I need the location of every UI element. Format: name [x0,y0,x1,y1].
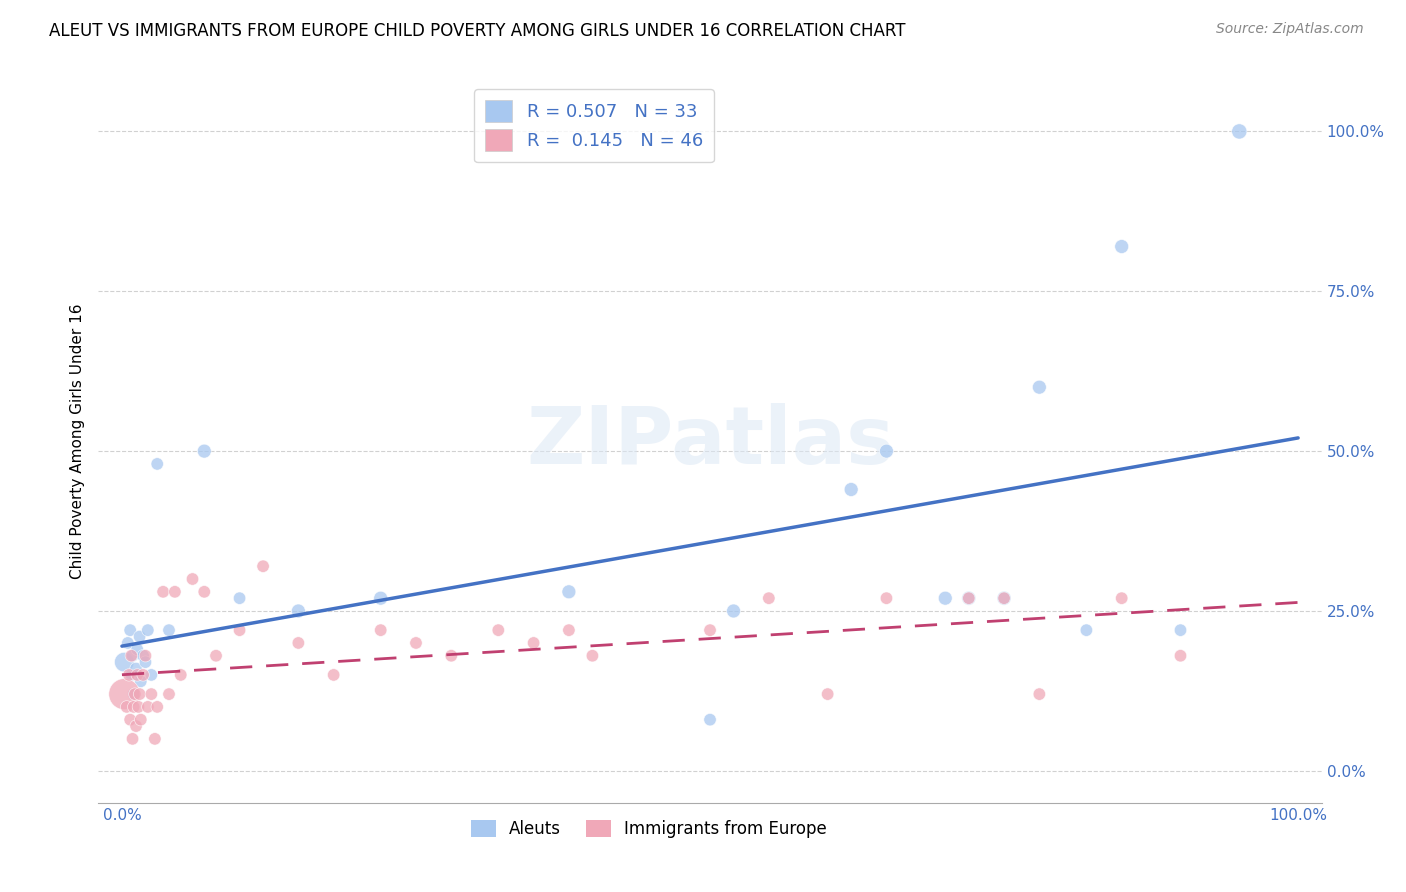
Point [993,591,1015,606]
Point [523,636,546,650]
Point [152,584,174,599]
Point [134,648,156,663]
Point [1111,591,1133,606]
Point [127,642,149,657]
Point [1028,380,1050,394]
Point [157,687,180,701]
Point [125,719,148,733]
Y-axis label: Child Poverty Among Girls Under 16: Child Poverty Among Girls Under 16 [69,304,84,579]
Text: Source: ZipAtlas.com: Source: ZipAtlas.com [1216,22,1364,37]
Point [146,699,169,714]
Point [558,623,581,637]
Point [228,591,250,606]
Point [558,584,581,599]
Point [124,687,146,701]
Point [1170,623,1192,637]
Point [136,623,159,637]
Point [127,699,149,714]
Point [129,674,152,689]
Point [136,699,159,714]
Point [112,655,135,669]
Point [581,648,603,663]
Point [322,668,344,682]
Point [117,636,139,650]
Point [129,713,152,727]
Point [699,623,721,637]
Point [957,591,980,606]
Point [993,591,1015,606]
Point [1076,623,1098,637]
Point [205,648,228,663]
Point [112,687,135,701]
Point [143,731,166,746]
Text: ZIPatlas: ZIPatlas [526,402,894,481]
Legend: Aleuts, Immigrants from Europe: Aleuts, Immigrants from Europe [464,814,834,845]
Point [1028,687,1050,701]
Point [370,623,392,637]
Point [122,699,145,714]
Point [193,584,215,599]
Point [370,591,392,606]
Point [120,668,142,682]
Point [486,623,509,637]
Point [125,661,148,675]
Point [141,687,163,701]
Point [132,668,155,682]
Point [440,648,463,663]
Point [252,559,274,574]
Point [181,572,204,586]
Text: ALEUT VS IMMIGRANTS FROM EUROPE CHILD POVERTY AMONG GIRLS UNDER 16 CORRELATION C: ALEUT VS IMMIGRANTS FROM EUROPE CHILD PO… [49,22,905,40]
Point [957,591,980,606]
Point [132,648,155,663]
Point [118,668,141,682]
Point [170,668,193,682]
Point [817,687,839,701]
Point [405,636,427,650]
Point [839,483,862,497]
Point [146,457,169,471]
Point [128,630,150,644]
Point [758,591,780,606]
Point [141,668,163,682]
Point [875,591,897,606]
Point [287,604,309,618]
Point [134,655,156,669]
Point [1227,124,1250,138]
Point [228,623,250,637]
Point [120,648,142,663]
Point [193,444,215,458]
Point [127,668,149,682]
Point [723,604,745,618]
Point [115,699,138,714]
Point [699,713,721,727]
Point [120,713,142,727]
Point [121,731,143,746]
Point [157,623,180,637]
Point [1111,239,1133,253]
Point [875,444,897,458]
Point [121,648,143,663]
Point [163,584,186,599]
Point [934,591,956,606]
Point [122,687,145,701]
Point [1170,648,1192,663]
Point [128,687,150,701]
Point [120,623,142,637]
Point [287,636,309,650]
